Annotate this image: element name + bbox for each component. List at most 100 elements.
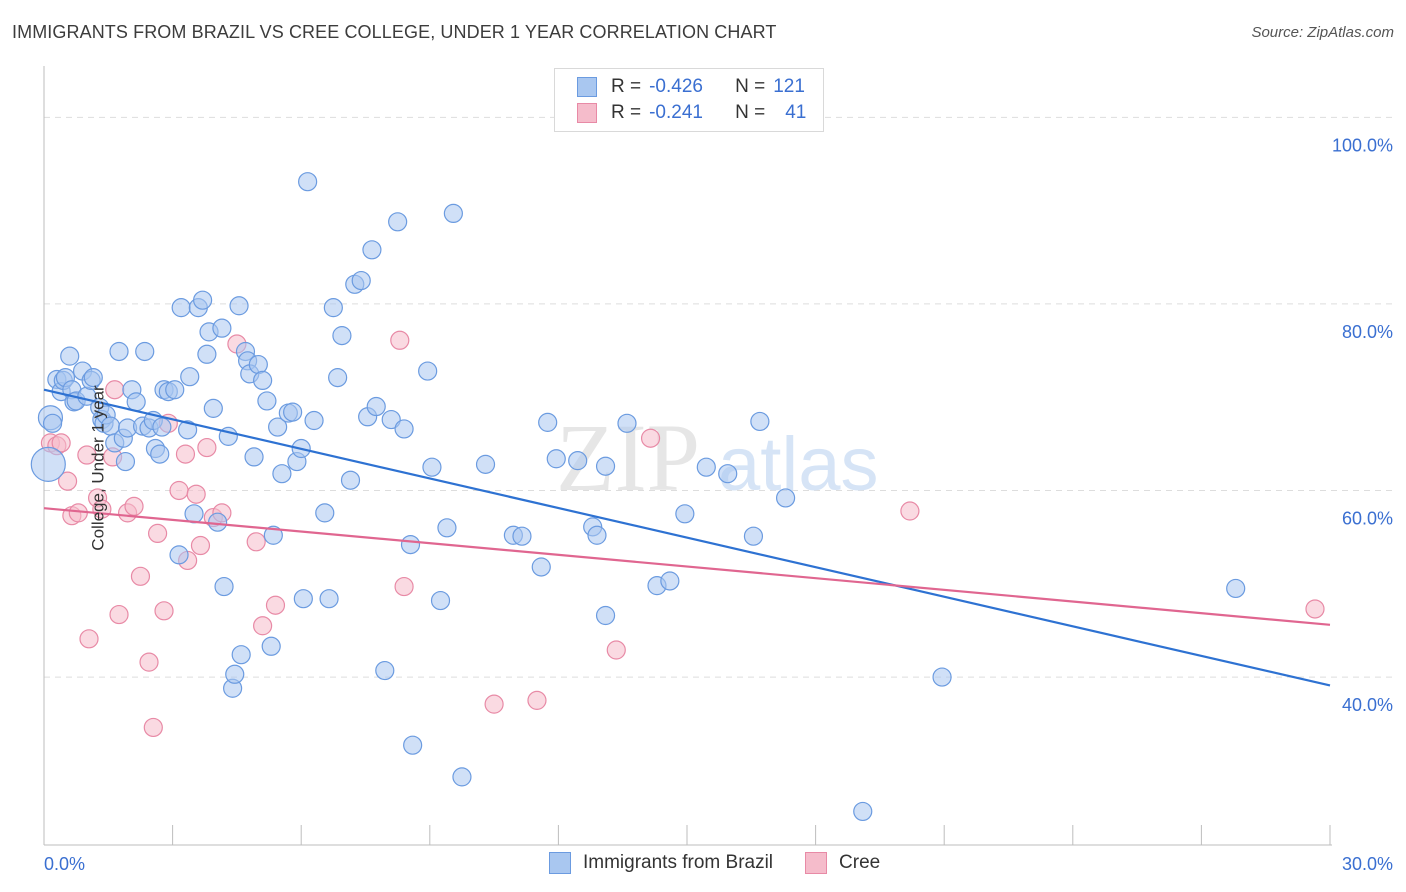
cree-point — [124, 496, 144, 516]
brazil-point — [293, 589, 313, 609]
cree-point — [190, 535, 211, 556]
legend-r-value-cree: -0.241 — [649, 102, 703, 123]
legend-n-value-brazil: 121 — [773, 76, 805, 97]
brazil-point — [1226, 578, 1246, 599]
brazil-point — [212, 318, 232, 338]
brazil-point — [400, 534, 421, 555]
brazil-point — [332, 326, 352, 346]
brazil-point — [203, 398, 223, 418]
brazil-point — [225, 664, 245, 684]
series-label-cree: Cree — [839, 852, 881, 873]
brazil-point — [231, 645, 251, 665]
brazil-point — [394, 419, 414, 439]
cree-point — [246, 532, 266, 552]
brazil-point — [340, 470, 361, 490]
brazil-point — [775, 488, 796, 508]
brazil-point — [315, 503, 335, 523]
grid-lines — [44, 116, 1392, 678]
brazil-point — [109, 341, 129, 362]
cree-point — [130, 566, 151, 586]
brazil-point — [366, 396, 386, 417]
series-swatch-cree — [805, 852, 828, 874]
brazil-point — [381, 409, 401, 430]
brazil-point — [675, 504, 695, 524]
cree-point — [484, 694, 504, 714]
brazil-point — [171, 298, 191, 318]
brazil-point — [208, 512, 228, 532]
cree-point — [109, 604, 129, 625]
cree-point — [77, 445, 97, 465]
brazil-point — [248, 354, 268, 375]
brazil-point — [261, 636, 281, 656]
brazil-point — [169, 545, 189, 565]
brazil-point — [150, 444, 170, 464]
cree-point — [265, 595, 286, 615]
brazil-point — [388, 212, 408, 232]
brazil-point — [351, 270, 371, 291]
brazil-point — [546, 449, 566, 469]
brazil-point — [253, 370, 273, 391]
brazil-point — [538, 412, 558, 432]
brazil-point — [696, 457, 716, 477]
brazil-point — [430, 590, 451, 611]
brazil-point — [422, 457, 442, 477]
brazil-point — [178, 420, 198, 440]
brazil-point — [568, 451, 588, 471]
brazil-point — [443, 203, 463, 224]
cree-point — [79, 629, 99, 649]
brazil-point — [531, 557, 551, 577]
legend-swatch-cree — [577, 103, 597, 123]
series-legend-brazil: Immigrants from Brazil — [549, 852, 773, 874]
brazil-point — [126, 392, 146, 412]
cree-point — [57, 471, 78, 491]
cree-point — [1305, 599, 1325, 619]
brazil-point — [512, 526, 532, 546]
brazil-point — [244, 447, 264, 467]
brazil-point — [475, 454, 496, 474]
cree-point — [900, 501, 920, 521]
brazil-point — [595, 605, 616, 626]
brazil-point — [193, 290, 213, 310]
y-axis-label: College, Under 1 year — [88, 385, 108, 551]
brazil-point — [30, 446, 66, 482]
cree-point — [606, 640, 626, 660]
brazil-point — [853, 801, 873, 822]
brazil-point — [743, 526, 764, 546]
series-swatch-brazil — [549, 852, 571, 874]
brazil-point — [452, 767, 472, 787]
brazil-point — [617, 413, 637, 433]
brazil-point — [437, 518, 457, 538]
trend-lines — [43, 388, 1331, 687]
legend-r-label-brazil: R = — [611, 76, 642, 97]
brazil-point — [180, 367, 200, 387]
brazil-point — [152, 417, 172, 437]
brazil-point — [362, 240, 382, 260]
brazil-point — [197, 344, 217, 364]
brazil-point — [403, 735, 423, 755]
brazil-point — [595, 456, 616, 476]
source-label: Source: ZipAtlas.com — [1251, 24, 1394, 41]
cree-point — [51, 433, 71, 453]
brazil-point — [42, 413, 63, 433]
brazil-point — [750, 411, 770, 432]
series-legend-cree: Cree — [805, 852, 880, 874]
cree-point — [253, 616, 273, 636]
brazil-point — [268, 417, 288, 437]
legend-r-label-cree: R = — [611, 102, 642, 123]
cree-point — [197, 437, 217, 458]
brazil-point — [115, 451, 136, 472]
brazil-point — [328, 368, 348, 388]
legend-n-label-cree: N = — [735, 102, 766, 123]
cree-point — [175, 444, 196, 464]
brazil-point — [83, 368, 103, 388]
legend-row-brazil: R = -0.426 N = 121 — [577, 75, 805, 99]
brazil-point — [718, 464, 738, 484]
legend-n-value-cree: 41 — [785, 102, 807, 123]
x-tick-label: 30.0% — [1342, 854, 1393, 874]
cree-point — [186, 484, 206, 504]
cree-point — [640, 428, 661, 448]
legend-swatch-brazil — [577, 77, 597, 97]
y-tick-label: 40.0% — [1342, 695, 1393, 715]
cree-point — [394, 576, 414, 597]
